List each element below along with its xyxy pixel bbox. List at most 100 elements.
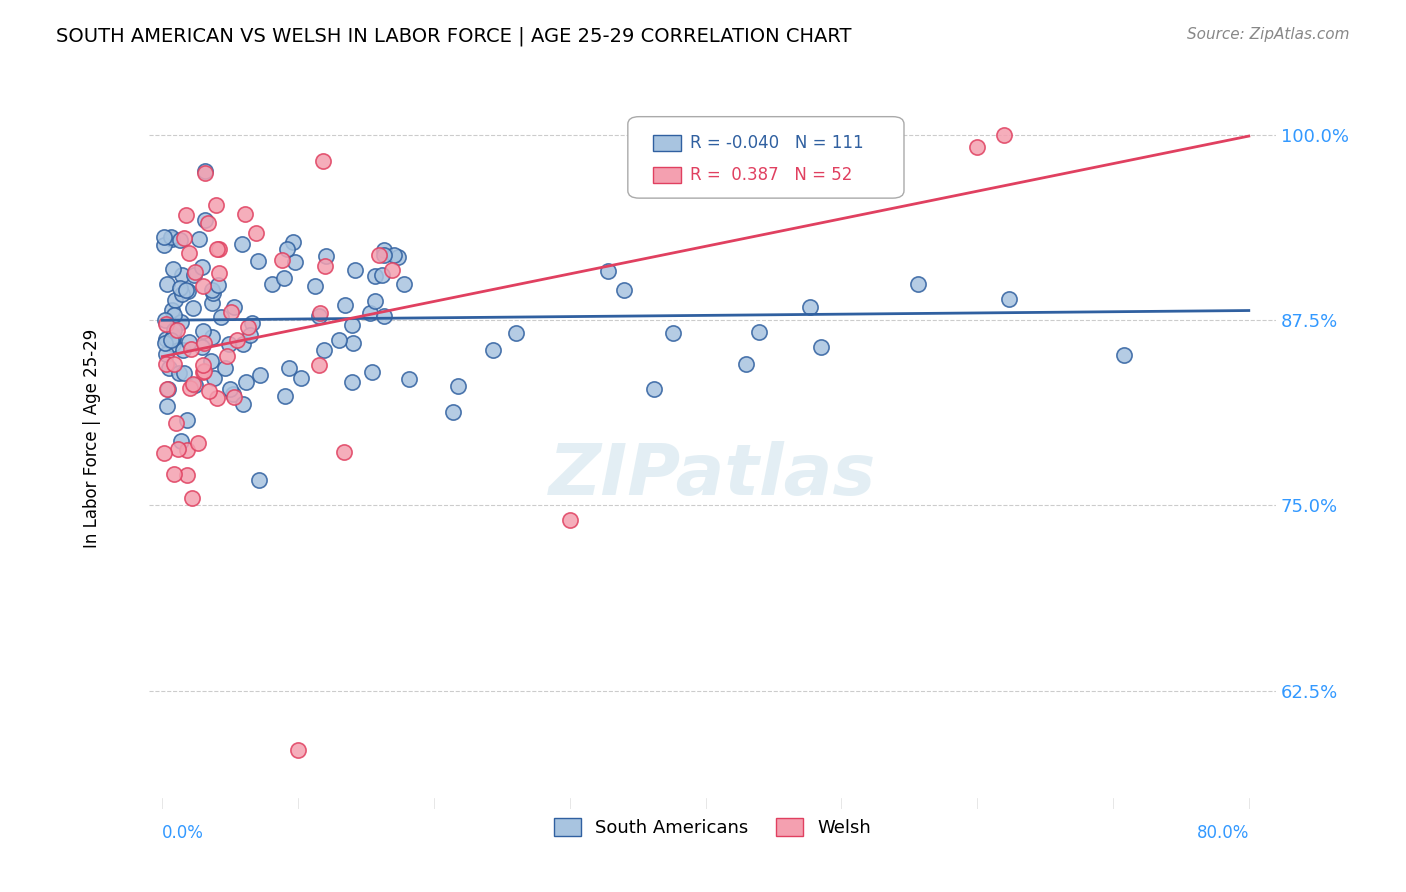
Point — [235, 207, 257, 221]
Point — [170, 315, 193, 329]
Point — [155, 332, 177, 346]
Point — [993, 128, 1015, 143]
Point — [364, 269, 387, 284]
Point — [155, 347, 177, 361]
Point — [170, 287, 193, 301]
Text: 80.0%: 80.0% — [1197, 824, 1249, 842]
FancyBboxPatch shape — [652, 167, 681, 184]
Point — [170, 434, 193, 448]
Point — [247, 254, 270, 268]
Point — [179, 381, 201, 395]
Point — [226, 333, 249, 347]
Point — [1114, 348, 1136, 362]
Point — [197, 384, 219, 399]
Point — [231, 237, 253, 252]
Legend: South Americans, Welsh: South Americans, Welsh — [547, 811, 879, 845]
Point — [335, 298, 357, 312]
Point — [309, 306, 332, 320]
Point — [596, 264, 619, 278]
Point — [159, 333, 181, 347]
Point — [245, 226, 267, 240]
Point — [169, 281, 191, 295]
Point — [184, 264, 207, 278]
Point — [748, 325, 770, 339]
Point — [373, 243, 395, 257]
Point — [201, 283, 224, 297]
Point — [188, 232, 211, 246]
Point — [558, 513, 581, 527]
Point — [222, 390, 245, 404]
Point — [273, 271, 295, 285]
Point — [153, 336, 176, 351]
Point — [328, 333, 350, 347]
Point — [810, 340, 832, 354]
Point — [181, 377, 204, 392]
Point — [160, 232, 183, 246]
Point — [165, 293, 187, 308]
Point — [312, 343, 335, 357]
Point — [219, 305, 242, 319]
Point — [481, 343, 503, 357]
Point — [441, 405, 464, 419]
Point — [394, 277, 416, 291]
Point — [172, 343, 194, 358]
Point — [176, 283, 198, 297]
Text: In Labor Force | Age 25-29: In Labor Force | Age 25-29 — [83, 329, 101, 549]
Point — [177, 335, 200, 350]
Point — [202, 286, 225, 301]
Point — [187, 436, 209, 450]
Point — [169, 233, 191, 247]
Point — [290, 371, 312, 385]
Point — [155, 317, 177, 331]
Point — [232, 337, 254, 351]
Point — [239, 328, 262, 343]
Point — [662, 326, 685, 340]
Point — [398, 372, 420, 386]
Point — [222, 300, 245, 314]
Point — [191, 260, 214, 274]
Point — [163, 467, 186, 481]
Point — [181, 301, 204, 316]
Point — [311, 153, 333, 168]
Point — [235, 375, 257, 389]
Point — [907, 277, 929, 292]
Point — [167, 442, 190, 457]
Point — [247, 474, 270, 488]
Point — [373, 248, 395, 262]
Point — [163, 357, 186, 371]
Point — [304, 279, 326, 293]
Text: SOUTH AMERICAN VS WELSH IN LABOR FORCE | AGE 25-29 CORRELATION CHART: SOUTH AMERICAN VS WELSH IN LABOR FORCE |… — [56, 27, 852, 46]
Point — [820, 170, 842, 185]
Point — [160, 303, 183, 318]
Point — [271, 252, 294, 267]
Point — [364, 294, 387, 309]
Point — [359, 306, 381, 320]
Point — [197, 216, 219, 230]
Point — [174, 208, 197, 222]
Point — [176, 442, 198, 457]
Point — [799, 300, 821, 314]
Point — [184, 377, 207, 392]
Point — [277, 361, 299, 376]
Point — [173, 367, 195, 381]
Point — [209, 310, 232, 325]
Point — [340, 318, 363, 333]
Point — [155, 357, 177, 371]
Point — [166, 323, 188, 337]
Point — [333, 445, 356, 459]
Point — [153, 230, 176, 244]
Point — [284, 255, 307, 269]
Point — [207, 278, 229, 293]
Point — [177, 245, 200, 260]
Point — [208, 243, 231, 257]
Point — [176, 413, 198, 427]
Point — [205, 391, 228, 405]
Point — [207, 266, 229, 280]
Point — [201, 330, 224, 344]
Point — [152, 238, 174, 252]
Point — [205, 198, 228, 212]
Point — [200, 353, 222, 368]
Point — [371, 268, 394, 282]
Point — [218, 337, 240, 351]
Point — [173, 231, 195, 245]
